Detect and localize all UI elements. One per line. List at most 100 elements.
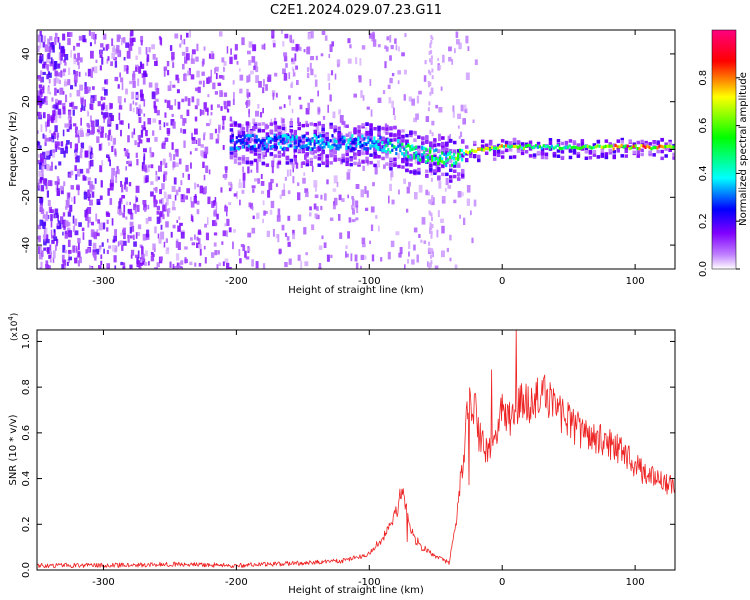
heatmap-cell bbox=[187, 173, 190, 180]
heatmap-cell bbox=[195, 56, 199, 62]
heatmap-cell bbox=[512, 137, 517, 142]
heatmap-cell bbox=[88, 30, 91, 36]
heatmap-cell bbox=[229, 147, 232, 151]
heatmap-cell bbox=[325, 161, 329, 166]
heatmap-cell bbox=[459, 154, 462, 158]
heatmap-cell bbox=[39, 201, 43, 206]
y-tick-label: 0.6 bbox=[21, 425, 32, 441]
heatmap-cell bbox=[474, 59, 478, 65]
heatmap-cell bbox=[427, 261, 429, 267]
heatmap-cell bbox=[55, 98, 58, 104]
heatmap-cell bbox=[128, 161, 132, 167]
heatmap-cell bbox=[430, 171, 433, 176]
heatmap-cell bbox=[110, 175, 115, 183]
heatmap-cell bbox=[150, 251, 154, 256]
heatmap-cell bbox=[78, 222, 82, 227]
heatmap-cell bbox=[106, 154, 110, 158]
heatmap-cell bbox=[140, 259, 143, 263]
heatmap-cell bbox=[361, 145, 365, 150]
heatmap-cell bbox=[228, 187, 232, 192]
heatmap-cell bbox=[265, 148, 270, 153]
heatmap-cell bbox=[431, 68, 434, 73]
heatmap-cell bbox=[107, 156, 111, 162]
heatmap-cell bbox=[449, 155, 452, 160]
heatmap-cell bbox=[229, 116, 233, 122]
heatmap-cell bbox=[52, 150, 56, 158]
heatmap-cell bbox=[124, 151, 129, 157]
heatmap-cell bbox=[186, 109, 190, 117]
heatmap-cell bbox=[76, 155, 80, 163]
heatmap-cell bbox=[640, 152, 644, 157]
heatmap-cell bbox=[143, 148, 147, 153]
y-tick-label: 0.4 bbox=[21, 471, 32, 487]
heatmap-cell bbox=[461, 149, 464, 153]
heatmap-cell bbox=[200, 109, 205, 115]
heatmap-cell bbox=[369, 79, 372, 86]
heatmap-cell bbox=[289, 125, 291, 130]
heatmap-cell bbox=[171, 113, 174, 117]
heatmap-cell bbox=[190, 237, 193, 241]
heatmap-cell bbox=[457, 152, 460, 156]
heatmap-cell bbox=[385, 131, 389, 135]
heatmap-cell bbox=[502, 145, 506, 149]
heatmap-cell bbox=[327, 144, 330, 148]
heatmap-cell bbox=[248, 59, 252, 66]
heatmap-cell bbox=[279, 194, 282, 199]
heatmap-cell bbox=[381, 137, 385, 141]
heatmap-cell bbox=[123, 148, 126, 152]
heatmap-cell bbox=[437, 176, 441, 180]
heatmap-cell bbox=[430, 177, 433, 182]
heatmap-cell bbox=[333, 139, 336, 143]
heatmap-cell bbox=[423, 146, 426, 150]
heatmap-cell bbox=[134, 207, 137, 214]
heatmap-cell bbox=[283, 104, 286, 108]
heatmap-cell bbox=[67, 38, 71, 46]
heatmap-cell bbox=[403, 69, 407, 75]
heatmap-cell bbox=[664, 145, 667, 149]
heatmap-cell bbox=[67, 116, 71, 121]
heatmap-cell bbox=[449, 175, 453, 179]
heatmap-cell bbox=[277, 218, 281, 222]
heatmap-cell bbox=[270, 178, 274, 184]
heatmap-cell bbox=[348, 131, 352, 136]
heatmap-cell bbox=[413, 117, 417, 123]
x-tick-label: 0 bbox=[499, 276, 505, 287]
heatmap-cell bbox=[238, 182, 242, 189]
heatmap-cell bbox=[143, 121, 146, 129]
heatmap-cell bbox=[235, 140, 238, 144]
heatmap-cell bbox=[429, 82, 432, 87]
heatmap-cell bbox=[86, 110, 89, 117]
heatmap-cell bbox=[64, 123, 69, 128]
heatmap-cell bbox=[367, 136, 370, 140]
heatmap-cell bbox=[508, 148, 513, 152]
heatmap-cell bbox=[447, 153, 450, 157]
heatmap-cell bbox=[330, 70, 334, 76]
heatmap-cell bbox=[137, 135, 140, 141]
heatmap-cell bbox=[175, 74, 179, 81]
heatmap-cell bbox=[40, 261, 43, 269]
heatmap-cell bbox=[53, 229, 56, 237]
heatmap-cell bbox=[222, 75, 225, 80]
heatmap-cell bbox=[281, 147, 284, 151]
heatmap-cell bbox=[165, 249, 170, 255]
heatmap-cell bbox=[46, 163, 50, 171]
heatmap-cell bbox=[269, 122, 274, 126]
heatmap-cell bbox=[417, 148, 421, 152]
heatmap-cell bbox=[41, 159, 44, 164]
heatmap-cell bbox=[338, 109, 341, 115]
heatmap-cell bbox=[314, 213, 318, 219]
heatmap-cell bbox=[66, 262, 69, 266]
heatmap-cell bbox=[114, 229, 117, 236]
heatmap-cell bbox=[109, 159, 111, 167]
heatmap-cell bbox=[119, 240, 124, 246]
heatmap-cell bbox=[138, 134, 141, 141]
heatmap-cell bbox=[135, 102, 138, 106]
heatmap-cell bbox=[129, 221, 134, 226]
heatmap-cell bbox=[121, 184, 124, 193]
heatmap-cell bbox=[68, 123, 72, 130]
heatmap-cell bbox=[217, 133, 220, 141]
heatmap-cell bbox=[339, 115, 344, 123]
heatmap-cell bbox=[67, 211, 72, 217]
heatmap-cell bbox=[291, 108, 294, 114]
heatmap-cell bbox=[154, 137, 158, 142]
